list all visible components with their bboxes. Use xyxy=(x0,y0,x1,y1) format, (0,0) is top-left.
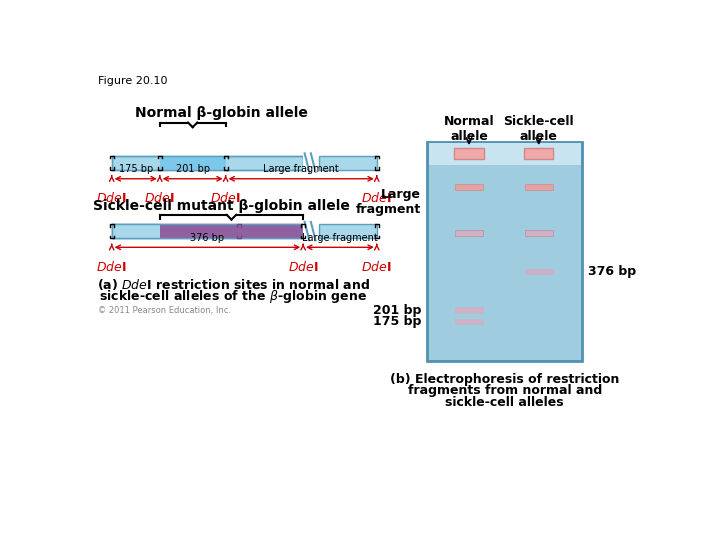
FancyBboxPatch shape xyxy=(455,184,483,190)
Text: Figure 20.10: Figure 20.10 xyxy=(98,76,167,85)
FancyBboxPatch shape xyxy=(428,143,580,165)
FancyBboxPatch shape xyxy=(112,224,160,238)
Text: $\it{Dde}$I: $\it{Dde}$I xyxy=(288,260,318,274)
FancyBboxPatch shape xyxy=(160,156,225,170)
Text: 201 bp: 201 bp xyxy=(176,164,210,174)
Text: fragments from normal and: fragments from normal and xyxy=(408,384,602,397)
Text: Normal
allele: Normal allele xyxy=(444,115,495,143)
FancyBboxPatch shape xyxy=(525,184,553,190)
Text: $\it{Dde}$I: $\it{Dde}$I xyxy=(145,191,175,205)
Text: Large fragment: Large fragment xyxy=(302,233,378,242)
Text: Sickle-cell mutant β-globin allele: Sickle-cell mutant β-globin allele xyxy=(94,199,350,213)
FancyBboxPatch shape xyxy=(524,148,554,159)
FancyBboxPatch shape xyxy=(112,224,160,238)
Text: sickle-cell alleles of the $\beta$-globin gene: sickle-cell alleles of the $\beta$-globi… xyxy=(99,288,367,305)
FancyBboxPatch shape xyxy=(455,319,483,325)
Text: $\it{Dde}$I: $\it{Dde}$I xyxy=(96,260,127,274)
Text: 376 bp: 376 bp xyxy=(190,233,225,242)
Text: $\it{Dde}$I: $\it{Dde}$I xyxy=(361,260,392,274)
FancyBboxPatch shape xyxy=(427,142,582,361)
Text: $\it{Dde}$I: $\it{Dde}$I xyxy=(96,191,127,205)
Text: Large
fragment: Large fragment xyxy=(356,188,421,216)
FancyBboxPatch shape xyxy=(454,148,484,159)
Text: (a) $\it{Dde}$I restriction sites in normal and: (a) $\it{Dde}$I restriction sites in nor… xyxy=(97,276,370,292)
FancyBboxPatch shape xyxy=(319,224,377,238)
FancyBboxPatch shape xyxy=(525,269,553,274)
FancyBboxPatch shape xyxy=(455,307,483,313)
FancyBboxPatch shape xyxy=(112,224,303,238)
FancyBboxPatch shape xyxy=(319,156,377,170)
Text: Normal β-globin allele: Normal β-globin allele xyxy=(135,106,308,120)
Text: 376 bp: 376 bp xyxy=(588,265,636,278)
FancyBboxPatch shape xyxy=(160,224,303,238)
Text: © 2011 Pearson Education, Inc.: © 2011 Pearson Education, Inc. xyxy=(98,306,230,315)
Text: 201 bp: 201 bp xyxy=(372,303,421,316)
FancyBboxPatch shape xyxy=(303,154,319,171)
FancyBboxPatch shape xyxy=(303,222,319,240)
Text: 175 bp: 175 bp xyxy=(119,164,153,174)
Text: $\it{Dde}$I: $\it{Dde}$I xyxy=(361,191,392,205)
Text: $\it{Dde}$I: $\it{Dde}$I xyxy=(210,191,241,205)
FancyBboxPatch shape xyxy=(160,224,303,238)
FancyBboxPatch shape xyxy=(455,231,483,236)
Text: Large fragment: Large fragment xyxy=(264,164,339,174)
FancyBboxPatch shape xyxy=(525,231,553,236)
Text: (b) Electrophoresis of restriction: (b) Electrophoresis of restriction xyxy=(390,373,619,386)
Text: sickle-cell alleles: sickle-cell alleles xyxy=(445,396,564,409)
Text: Sickle-cell
allele: Sickle-cell allele xyxy=(503,115,574,143)
Text: 175 bp: 175 bp xyxy=(372,315,421,328)
FancyBboxPatch shape xyxy=(112,156,303,170)
